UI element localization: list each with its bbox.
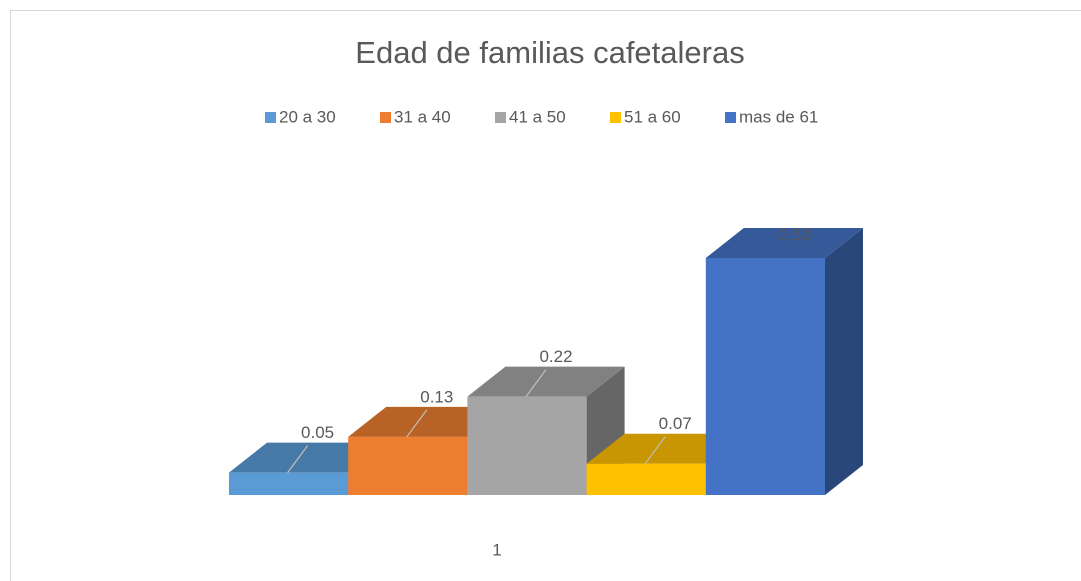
bar-top: [348, 406, 506, 437]
bar-front: [586, 463, 706, 495]
leader-line: [525, 369, 547, 397]
bar-front: [467, 396, 587, 495]
leader-line: [287, 445, 309, 473]
bar-front: [348, 436, 468, 495]
chart-border: [10, 10, 1081, 581]
legend-swatch: [380, 112, 391, 123]
legend-label: 51 a 60: [624, 107, 681, 126]
data-label: 0.53: [778, 225, 811, 244]
x-tick-label: 1: [492, 540, 501, 559]
leader-line: [644, 436, 666, 465]
bar: [705, 228, 863, 495]
legend-label: 41 a 50: [509, 107, 566, 126]
bar-side: [825, 228, 863, 495]
leader-line: [406, 409, 428, 438]
legend-swatch: [495, 112, 506, 123]
legend-label: 31 a 40: [394, 107, 451, 126]
legend-swatch: [725, 112, 736, 123]
bar-top: [229, 442, 387, 473]
legend-swatch: [265, 112, 276, 123]
bar-top: [467, 366, 625, 397]
data-label: 0.07: [659, 414, 692, 433]
data-label: 0.13: [420, 387, 453, 406]
legend-label: 20 a 30: [279, 107, 336, 126]
legend-label: mas de 61: [739, 107, 818, 126]
data-label: 0.05: [301, 423, 334, 442]
bar-top: [705, 228, 863, 258]
bar-top: [586, 433, 744, 464]
bar-front: [229, 472, 349, 495]
data-label: 0.22: [539, 347, 572, 366]
legend-swatch: [610, 112, 621, 123]
bar-front: [705, 258, 825, 495]
chart-title: Edad de familias cafetaleras: [355, 35, 744, 70]
